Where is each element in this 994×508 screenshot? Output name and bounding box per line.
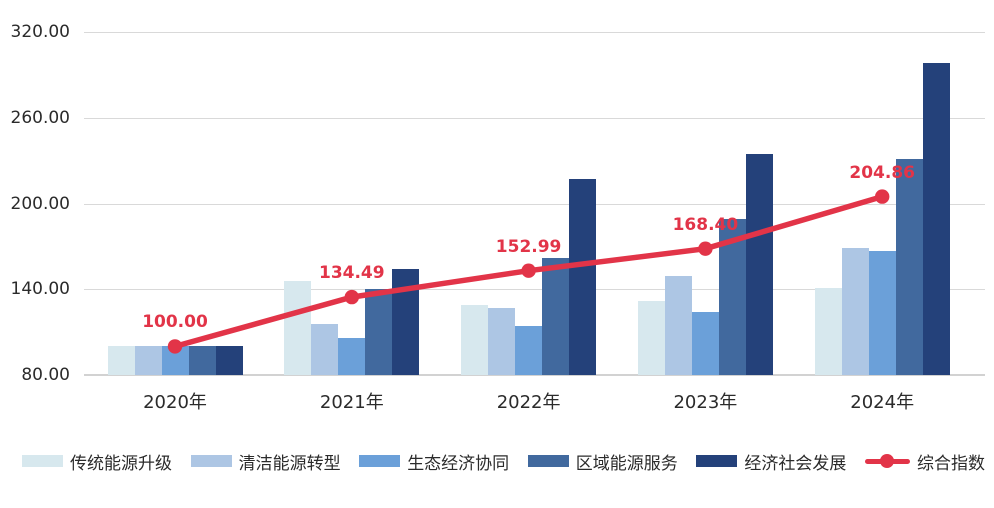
bar-series5-cat2	[392, 269, 420, 375]
bar-series3-cat2	[338, 337, 366, 375]
legend-line-marker-icon	[864, 454, 910, 468]
legend-swatch-icon	[527, 455, 569, 467]
bar-series3-cat3	[515, 326, 543, 375]
legend-item-series1: 传统能源升级	[22, 449, 172, 474]
x-category-label: 2024年	[850, 392, 915, 413]
bar-series5-cat3	[569, 179, 597, 375]
x-category-label: 2023年	[673, 392, 738, 413]
gridline	[84, 32, 985, 33]
line-data-label: 168.40	[672, 214, 739, 235]
y-tick-label: 200.00	[10, 193, 70, 214]
x-category-label: 2020年	[143, 392, 207, 413]
legend-swatch-icon	[696, 455, 738, 467]
legend-swatch-icon	[359, 455, 401, 467]
bar-series5-cat4	[745, 153, 773, 375]
bar-series2-cat4	[664, 276, 692, 375]
bar-series2-cat5	[841, 247, 869, 375]
legend-item-series2: 清洁能源转型	[190, 449, 341, 474]
bar-series2-cat3	[488, 307, 516, 375]
y-tick-label: 80.00	[21, 365, 70, 385]
legend-swatch-icon	[22, 455, 63, 467]
bar-series5-cat5	[922, 63, 950, 375]
line-data-label: 100.00	[142, 312, 208, 333]
y-tick-label: 260.00	[10, 107, 70, 128]
bar-series1-cat3	[461, 305, 489, 375]
bar-series1-cat1	[107, 346, 135, 375]
composite-index-line	[172, 193, 885, 350]
line-point-cat2	[344, 289, 359, 305]
legend-label: 清洁能源转型	[238, 453, 341, 474]
legend-swatch-icon	[190, 455, 232, 467]
bar-series3-cat4	[691, 312, 719, 375]
legend-item-series3: 生态经济协同	[359, 449, 509, 474]
x-category-label: 2021年	[319, 392, 384, 413]
bar-series1-cat5	[814, 287, 842, 375]
legend-label: 经济社会发展	[744, 453, 847, 474]
bar-series5-cat1	[215, 346, 243, 375]
gridline	[84, 203, 985, 205]
legend-label: 传统能源升级	[70, 453, 172, 474]
bar-series1-cat2	[284, 280, 312, 375]
x-axis-line	[84, 374, 985, 376]
bar-series4-cat2	[365, 289, 393, 376]
bar-series3-cat1	[161, 346, 189, 375]
bar-series4-cat5	[895, 159, 923, 375]
line-data-label: 152.99	[495, 236, 562, 257]
legend-item-series5: 经济社会发展	[696, 449, 846, 474]
line-data-label: 204.86	[849, 162, 915, 183]
y-tick-label: 320.00	[10, 22, 70, 42]
legend-label: 区域能源服务	[575, 453, 678, 474]
gridline	[84, 117, 985, 119]
line-point-cat5	[875, 189, 890, 204]
legend-item-series4: 区域能源服务	[527, 449, 678, 474]
bar-series4-cat1	[188, 346, 216, 375]
bar-series2-cat2	[311, 323, 339, 375]
line-data-label: 134.49	[318, 263, 385, 284]
bar-series3-cat5	[868, 250, 896, 375]
bar-series2-cat1	[134, 346, 162, 375]
x-category-label: 2022年	[496, 392, 561, 413]
bar-series4-cat3	[542, 257, 570, 375]
legend: 传统能源升级 清洁能源转型 生态经济协同 区域能源服务 经济社会发展 综合指数	[22, 447, 985, 475]
y-tick-label: 140.00	[10, 279, 70, 300]
bar-series1-cat4	[637, 300, 665, 375]
legend-label: 生态经济协同	[407, 453, 510, 474]
legend-item-line-series: 综合指数	[864, 449, 985, 474]
legend-label: 综合指数	[916, 453, 985, 474]
bar-series4-cat4	[718, 219, 746, 375]
line-point-cat3	[521, 263, 536, 278]
line-point-cat4	[698, 241, 713, 256]
